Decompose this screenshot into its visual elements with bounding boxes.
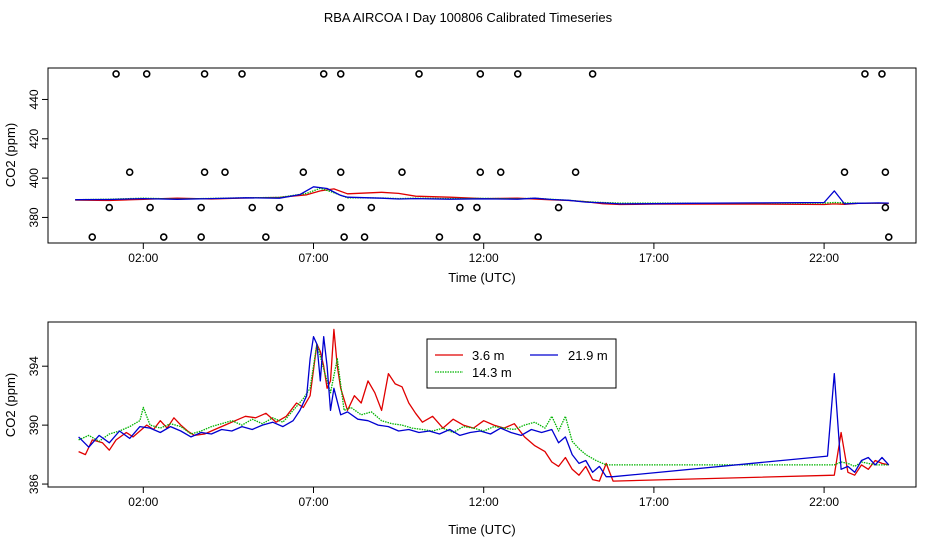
calibration-point xyxy=(336,70,345,78)
bottom-x-tick-label: 22:00 xyxy=(809,495,839,509)
calibration-point xyxy=(861,70,869,78)
calibration-point xyxy=(125,168,134,177)
top-y-tick-label: 440 xyxy=(27,89,41,109)
top-series-lines xyxy=(75,186,889,206)
calibration-point xyxy=(881,203,890,212)
legend-label-14-3m: 14.3 m xyxy=(472,365,512,380)
top-y-tick-label: 400 xyxy=(27,168,41,188)
top-x-tick-label: 02:00 xyxy=(128,251,158,265)
top-series-21-9-m xyxy=(75,186,889,205)
top-x-axis-label: Time (UTC) xyxy=(448,270,515,285)
calibration-point xyxy=(398,168,406,177)
calibration-point xyxy=(476,70,485,78)
calibration-point xyxy=(105,203,114,212)
calibration-point xyxy=(248,203,257,212)
top-y-axis: 380 400 420 440 xyxy=(27,89,48,227)
calibration-point xyxy=(473,233,481,241)
calibration-point xyxy=(571,168,580,177)
top-y-axis-label: CO2 (ppm) xyxy=(3,123,18,187)
calibration-point xyxy=(415,70,423,78)
bottom-series-lines xyxy=(78,328,890,482)
top-x-tick-label: 07:00 xyxy=(298,251,328,265)
calibration-point xyxy=(554,203,563,212)
calibration-point xyxy=(513,70,522,78)
legend-label-21-9m: 21.9 m xyxy=(568,348,608,363)
bottom-series-21-9-m xyxy=(78,336,890,478)
legend: 3.6 m 21.9 m 14.3 m xyxy=(426,338,617,389)
calibration-point xyxy=(367,203,376,212)
calibration-point xyxy=(456,203,464,212)
calibration-point xyxy=(197,233,205,241)
calibration-point xyxy=(496,168,505,177)
bottom-y-tick-label: 390 xyxy=(27,415,41,435)
calibration-point xyxy=(340,233,348,241)
top-calibration-points xyxy=(88,70,893,241)
top-x-tick-label: 12:00 xyxy=(469,251,499,265)
calibration-point xyxy=(146,203,154,212)
bottom-x-tick-label: 07:00 xyxy=(298,495,328,509)
calibration-point xyxy=(197,203,205,212)
bottom-y-tick-label: 386 xyxy=(27,474,41,494)
calibration-point xyxy=(878,70,886,78)
bottom-y-axis-label: CO2 (ppm) xyxy=(3,373,18,437)
calibration-point xyxy=(200,70,209,78)
bottom-x-tick-label: 12:00 xyxy=(469,495,499,509)
bottom-x-axis-label: Time (UTC) xyxy=(448,522,515,537)
calibration-point xyxy=(159,233,168,241)
calibration-point xyxy=(142,70,151,78)
calibration-point xyxy=(262,233,270,241)
top-x-tick-label: 22:00 xyxy=(809,251,839,265)
legend-box xyxy=(426,338,617,389)
bottom-y-axis: 386 390 394 xyxy=(27,356,48,494)
calibration-point xyxy=(840,168,849,177)
calibration-point xyxy=(299,168,308,177)
top-y-tick-label: 380 xyxy=(27,207,41,227)
top-x-tick-label: 17:00 xyxy=(639,251,669,265)
top-series-14-3-m xyxy=(75,187,889,204)
calibration-point xyxy=(588,70,597,78)
calibration-point xyxy=(319,70,328,78)
calibration-point xyxy=(88,233,97,241)
bottom-y-tick-label: 394 xyxy=(27,356,41,376)
bottom-series-3-6-m xyxy=(78,328,889,482)
top-x-axis: 02:00 07:00 12:00 17:00 22:00 xyxy=(128,243,839,265)
bottom-panel: 02:00 07:00 12:00 17:00 22:00 386 390 394 Time… xyxy=(3,321,917,537)
calibration-point xyxy=(881,168,890,177)
bottom-x-tick-label: 02:00 xyxy=(128,495,158,509)
calibration-point xyxy=(200,168,209,177)
top-series-3-6-m xyxy=(75,188,889,206)
top-panel: 02:00 07:00 12:00 17:00 22:00 380 400 420 440 T… xyxy=(3,67,917,285)
calibration-point xyxy=(476,168,485,177)
calibration-point xyxy=(534,233,542,241)
calibration-point xyxy=(884,233,893,241)
legend-label-3-6m: 3.6 m xyxy=(472,348,505,363)
bottom-series-14-3-m xyxy=(78,343,889,468)
calibration-point xyxy=(112,70,120,78)
calibration-point xyxy=(473,203,481,212)
calibration-point xyxy=(435,233,444,241)
chart-title: RBA AIRCOA I Day 100806 Calibrated Times… xyxy=(324,10,613,25)
calibration-point xyxy=(360,233,369,241)
calibration-point xyxy=(336,203,345,212)
top-plot-frame xyxy=(47,67,917,244)
bottom-x-tick-label: 17:00 xyxy=(639,495,669,509)
bottom-x-axis: 02:00 07:00 12:00 17:00 22:00 xyxy=(128,487,839,509)
calibration-point xyxy=(238,70,246,78)
calibration-point xyxy=(275,203,284,212)
top-y-tick-label: 420 xyxy=(27,128,41,148)
calibration-point xyxy=(221,168,229,177)
calibration-point xyxy=(336,168,345,177)
bottom-plot-frame xyxy=(47,321,917,488)
